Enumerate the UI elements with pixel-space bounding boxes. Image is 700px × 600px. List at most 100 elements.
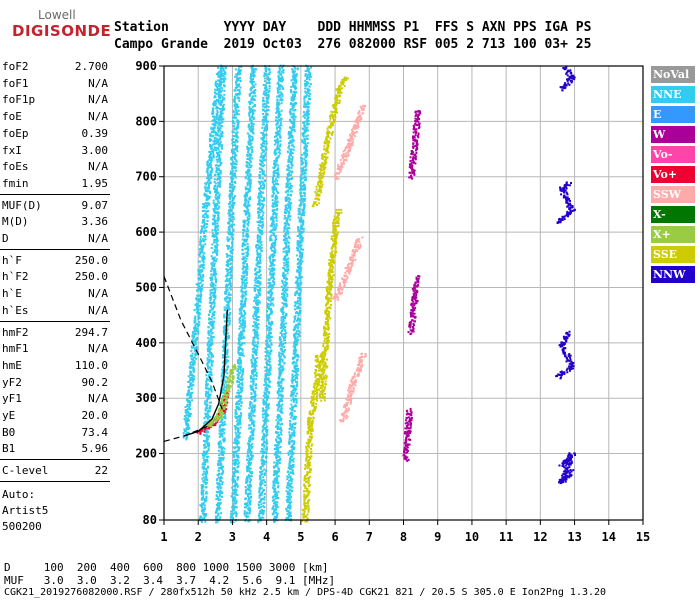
trace-point xyxy=(266,318,269,321)
trace-point xyxy=(220,134,223,136)
trace-point xyxy=(240,388,243,391)
trace-point xyxy=(237,97,240,100)
trace-point xyxy=(244,221,247,224)
trace-point xyxy=(215,112,218,115)
trace-point xyxy=(221,130,224,133)
trace-point xyxy=(213,124,216,127)
trace-point xyxy=(199,238,202,241)
trace-point xyxy=(212,129,215,132)
trace-point xyxy=(264,409,267,412)
trace-point xyxy=(273,174,276,177)
trace-point xyxy=(259,474,261,477)
trace-point xyxy=(245,191,248,194)
trace-point xyxy=(243,305,246,308)
trace-point xyxy=(214,244,217,247)
trace-point xyxy=(252,108,255,111)
trace-point xyxy=(267,384,270,387)
trace-point xyxy=(260,131,263,134)
trace-point xyxy=(251,150,254,153)
trace-point xyxy=(205,196,208,199)
trace-point xyxy=(208,350,211,353)
trace-point xyxy=(253,428,256,431)
trace-point xyxy=(242,256,245,259)
trace-point xyxy=(243,220,246,223)
trace-point xyxy=(249,110,252,112)
trace-point xyxy=(183,418,186,420)
trace-point xyxy=(271,246,274,249)
trace-point xyxy=(209,295,212,298)
trace-point xyxy=(225,268,228,271)
trace-point xyxy=(232,233,235,236)
trace-point xyxy=(218,138,221,141)
trace-point xyxy=(206,396,209,398)
trace-point xyxy=(218,156,221,159)
trace-point xyxy=(247,169,250,172)
trace-point xyxy=(193,369,196,372)
trace-point xyxy=(276,179,279,182)
trace-point xyxy=(223,85,226,87)
trace-point xyxy=(235,410,237,413)
trace-point xyxy=(235,73,238,76)
trace-point xyxy=(210,364,213,367)
trace-point xyxy=(220,453,223,456)
trace-point xyxy=(266,99,269,102)
trace-point xyxy=(209,404,212,407)
trace-point xyxy=(190,345,193,348)
trace-point xyxy=(220,82,222,85)
trace-point xyxy=(231,180,234,183)
trace-point xyxy=(250,375,253,378)
trace-point xyxy=(226,236,229,239)
trace-point xyxy=(238,99,241,102)
trace-point xyxy=(217,464,220,467)
trace-point xyxy=(238,436,241,438)
trace-point xyxy=(226,329,229,332)
trace-point xyxy=(222,105,224,108)
trace-point xyxy=(205,437,208,440)
trace-point xyxy=(210,352,213,354)
trace-point xyxy=(241,315,244,318)
trace-point xyxy=(258,213,261,216)
trace-point xyxy=(257,239,260,242)
trace-point xyxy=(218,457,221,460)
trace-nne xyxy=(214,65,243,524)
legend-item-x-: X- xyxy=(651,206,695,223)
trace-point xyxy=(223,93,226,96)
trace-point xyxy=(235,133,238,136)
trace-point xyxy=(238,371,241,374)
trace-point xyxy=(234,107,237,110)
trace-point xyxy=(251,106,254,109)
trace-point xyxy=(201,454,204,457)
trace-point xyxy=(224,328,227,331)
trace-point xyxy=(211,107,214,110)
trace-point xyxy=(212,314,215,317)
trace-point xyxy=(242,295,245,298)
trace-point xyxy=(213,211,216,214)
trace-point xyxy=(217,85,220,87)
trace-point xyxy=(219,143,222,145)
trace-point xyxy=(251,95,254,98)
trace-point xyxy=(215,142,218,145)
trace-point xyxy=(225,289,228,292)
trace-point xyxy=(216,141,218,144)
trace-point xyxy=(204,461,207,463)
legend-item-nnw: NNW xyxy=(651,266,695,283)
trace-point xyxy=(227,232,230,235)
trace-point xyxy=(206,348,209,351)
trace-point xyxy=(234,497,237,500)
trace-point xyxy=(238,321,241,324)
trace-point xyxy=(226,300,229,303)
trace-point xyxy=(207,340,210,343)
trace-point xyxy=(277,154,280,157)
trace-point xyxy=(209,348,212,350)
trace-point xyxy=(212,294,215,297)
trace-point xyxy=(213,126,215,129)
trace-point xyxy=(219,151,222,154)
trace-point xyxy=(230,149,233,151)
trace-point xyxy=(264,69,267,72)
trace-point xyxy=(214,214,217,217)
trace-point xyxy=(263,185,266,188)
trace-point xyxy=(273,151,276,154)
trace-point xyxy=(206,412,209,415)
trace-point xyxy=(187,414,190,417)
trace-point xyxy=(249,130,252,133)
